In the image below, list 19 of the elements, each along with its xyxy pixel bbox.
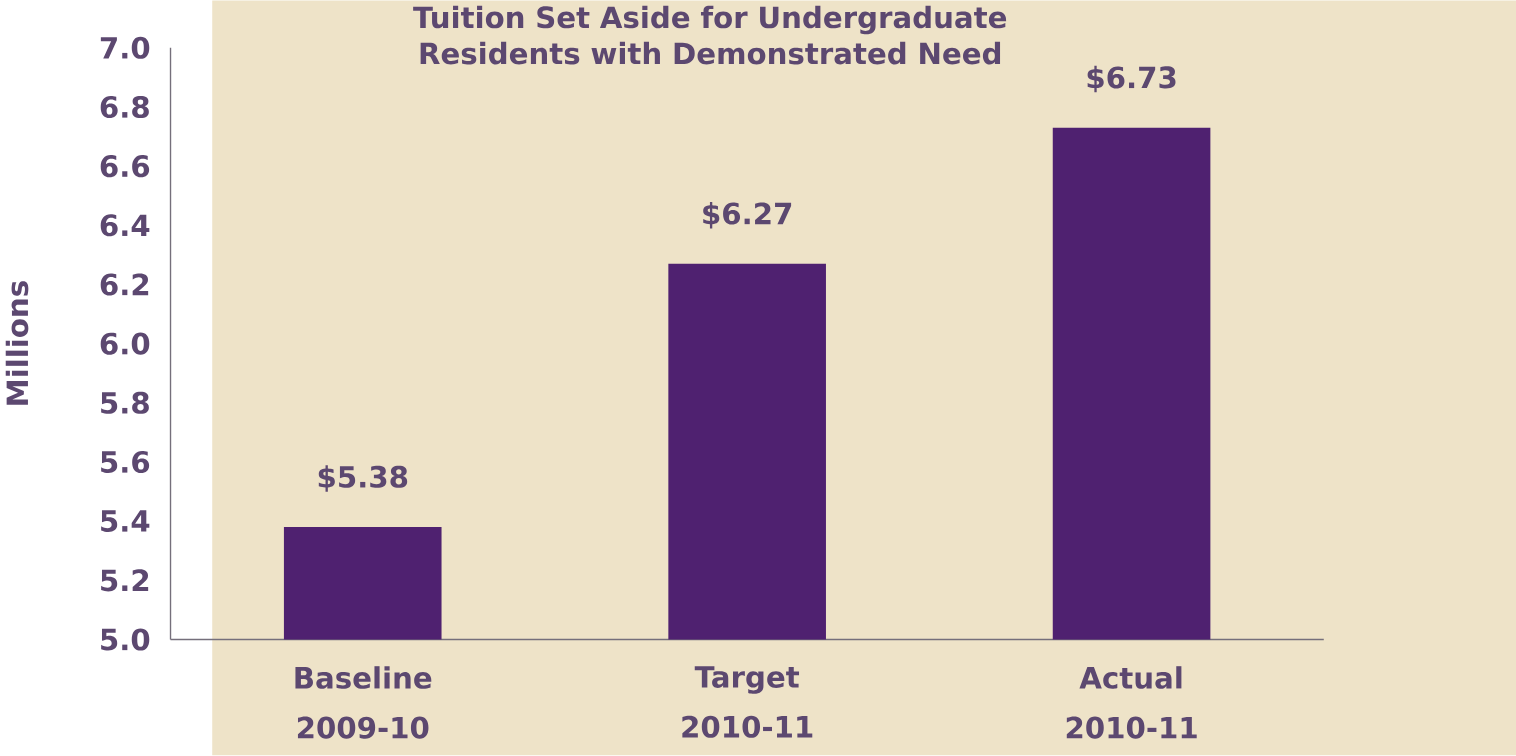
chart-title: Tuition Set Aside for Undergraduate Residents with Demonstrated Need	[413, 5, 1007, 65]
text: 7.0	[100, 36, 150, 60]
text: 5.4	[101, 510, 150, 533]
x-tick-label: Target 2010-11	[682, 666, 813, 739]
x-tick-label: Actual 2010-11	[1066, 666, 1197, 739]
data-label: $6.73	[1087, 66, 1176, 93]
y-axis-title: Millions	[5, 281, 29, 405]
data-label: $6.27	[703, 202, 792, 229]
x-tick-label: Baseline 2009-10	[295, 666, 432, 739]
text: 6.0	[100, 332, 150, 355]
text: 5.2	[101, 569, 149, 592]
data-label: $5.38	[318, 465, 408, 492]
text: 6.2	[100, 273, 149, 296]
text: 5.6	[101, 451, 150, 474]
text: 5.0	[101, 628, 150, 651]
text: 6.8	[100, 96, 149, 119]
text: 5.8	[101, 391, 149, 415]
text: 6.4	[100, 214, 150, 237]
text: 6.6	[100, 155, 150, 178]
